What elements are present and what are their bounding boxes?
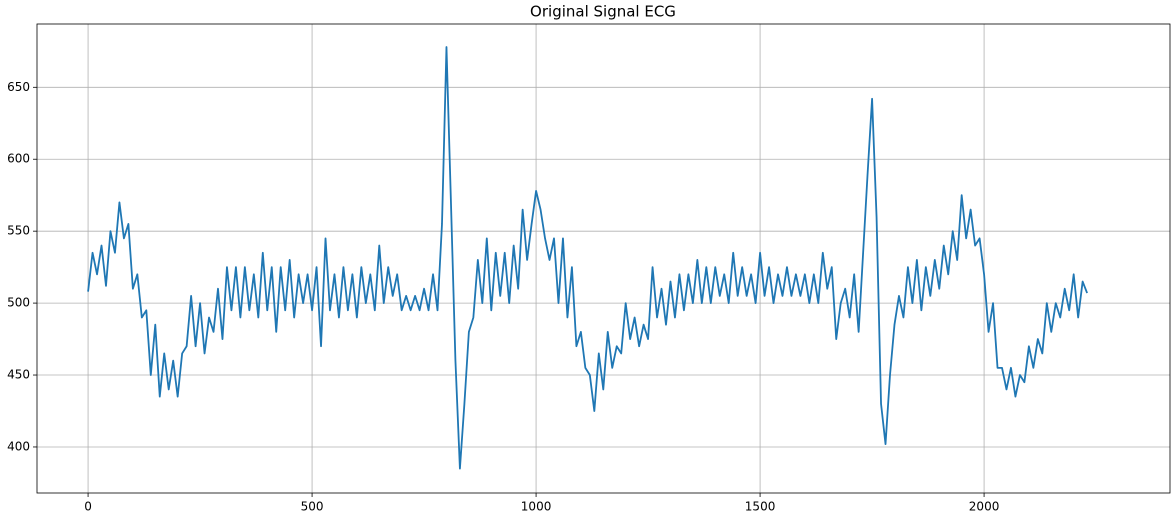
y-tick-label: 450 (7, 368, 30, 382)
x-tick-label: 500 (301, 500, 324, 514)
line (87, 46, 1088, 470)
x-tick-label: 1500 (745, 500, 776, 514)
y-tick-label: 400 (7, 439, 30, 453)
y-tick-label: 650 (7, 80, 30, 94)
y-tick-label: 600 (7, 152, 30, 166)
x-tick-label: 2000 (969, 500, 1000, 514)
y-tick-label: 500 (7, 296, 30, 310)
x-tick-label: 1000 (521, 500, 552, 514)
y-tick-label: 550 (7, 224, 30, 238)
plot-frame (36, 23, 1171, 494)
chart-title: Original Signal ECG (530, 3, 676, 21)
x-tick-label: 0 (84, 500, 92, 514)
